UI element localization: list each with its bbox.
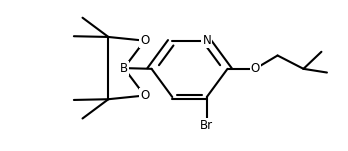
Text: O: O — [140, 34, 149, 47]
Text: O: O — [140, 89, 149, 102]
Text: B: B — [120, 62, 128, 75]
Text: O: O — [251, 62, 260, 75]
Text: N: N — [203, 34, 211, 47]
Text: Br: Br — [200, 119, 213, 132]
